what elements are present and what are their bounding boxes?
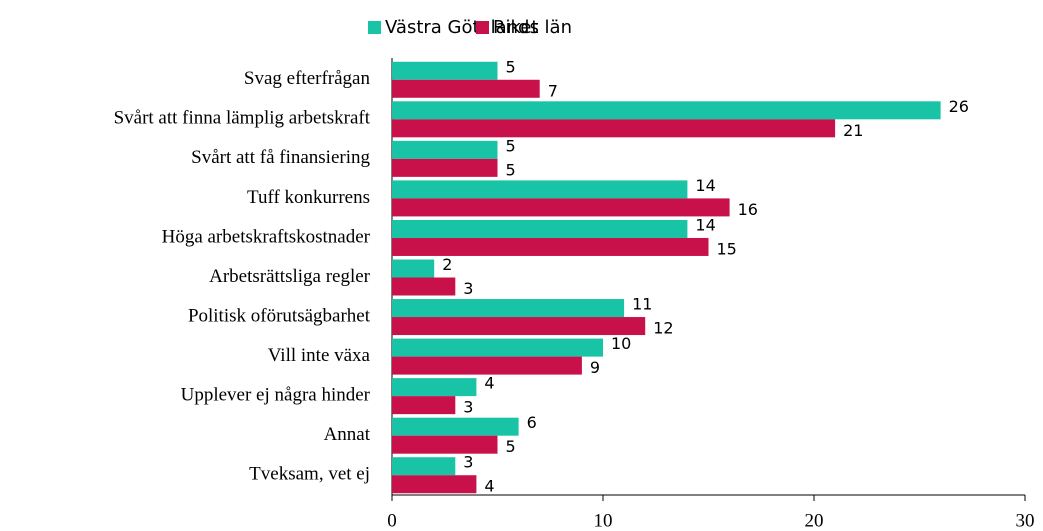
value-label: 2 xyxy=(442,255,452,274)
legend-swatch xyxy=(476,21,489,34)
value-label: 5 xyxy=(506,57,516,76)
value-label: 7 xyxy=(548,81,558,100)
bar xyxy=(392,219,688,238)
value-label: 3 xyxy=(463,398,473,417)
category-label: Svag efterfrågan xyxy=(244,68,371,89)
category-label: Tveksam, vet ej xyxy=(249,464,370,485)
bar xyxy=(392,378,477,397)
bar xyxy=(392,338,603,357)
x-tick-label: 0 xyxy=(387,510,397,531)
legend-label: Riket xyxy=(493,17,538,38)
bar xyxy=(392,140,498,159)
x-tick-label: 20 xyxy=(805,510,824,531)
value-label: 6 xyxy=(527,413,537,432)
value-label: 9 xyxy=(590,358,600,377)
bar xyxy=(392,79,540,98)
value-label: 16 xyxy=(738,200,758,219)
bar xyxy=(392,396,456,415)
value-label: 3 xyxy=(463,279,473,298)
value-label: 21 xyxy=(843,121,863,140)
bar xyxy=(392,475,477,494)
value-label: 3 xyxy=(463,453,473,472)
bar xyxy=(392,61,498,80)
category-label: Upplever ej några hinder xyxy=(181,384,371,405)
category-label: Annat xyxy=(324,424,371,445)
value-label: 5 xyxy=(506,136,516,155)
category-label: Tuff konkurrens xyxy=(247,187,370,208)
value-label: 14 xyxy=(695,215,715,234)
value-label: 4 xyxy=(484,374,494,393)
bar xyxy=(392,299,625,318)
category-label: Höga arbetskraftskostnader xyxy=(162,226,371,247)
bar xyxy=(392,277,456,296)
value-label: 4 xyxy=(484,477,494,496)
bar xyxy=(392,435,498,454)
value-label: 5 xyxy=(506,437,516,456)
bar xyxy=(392,198,730,217)
value-label: 26 xyxy=(949,97,969,116)
value-label: 10 xyxy=(611,334,631,353)
bar xyxy=(392,101,941,120)
value-label: 14 xyxy=(695,176,715,195)
value-label: 5 xyxy=(506,160,516,179)
value-label: 15 xyxy=(717,239,737,258)
category-label: Politisk oförutsägbarhet xyxy=(188,305,371,326)
category-label: Vill inte växa xyxy=(268,345,371,366)
x-tick-label: 30 xyxy=(1016,510,1035,531)
bar xyxy=(392,356,582,375)
bar xyxy=(392,259,435,278)
legend-swatch xyxy=(368,21,381,34)
category-label: Svårt att finna lämplig arbetskraft xyxy=(114,108,371,129)
bar xyxy=(392,158,498,177)
bar xyxy=(392,417,519,436)
bar xyxy=(392,180,688,199)
value-label: 12 xyxy=(653,319,673,338)
bar xyxy=(392,317,646,336)
x-tick-label: 10 xyxy=(594,510,613,531)
category-label: Arbetsrättsliga regler xyxy=(209,266,371,287)
category-label: Svårt att få finansiering xyxy=(191,147,370,168)
bar xyxy=(392,119,836,138)
value-label: 11 xyxy=(632,295,652,314)
bar xyxy=(392,457,456,476)
bar xyxy=(392,237,709,256)
